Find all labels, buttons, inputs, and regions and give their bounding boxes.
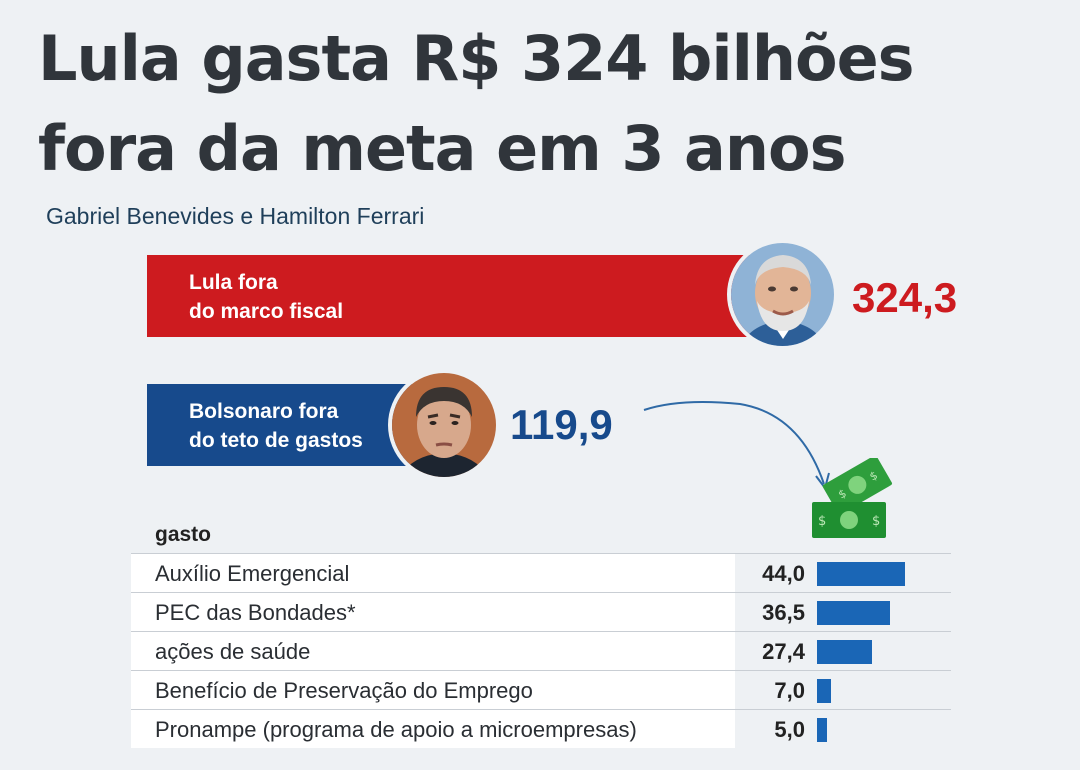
bar-label-lula-line1: Lula fora	[189, 271, 278, 294]
row-name-cell: Auxílio Emergencial	[131, 554, 735, 592]
row-name-cell: Benefício de Preservação do Emprego	[131, 671, 735, 709]
column-header-gasto: gasto	[155, 523, 212, 546]
row-name-cell: ações de saúde	[131, 632, 735, 670]
money-bills-icon: $ $ $ $	[812, 458, 892, 538]
bar-label-bolsonaro-line1: Bolsonaro fora	[189, 400, 339, 423]
row-name-cell: PEC das Bondades*	[131, 593, 735, 631]
row-value-label: 36,5	[762, 600, 805, 625]
bar-label-lula-line2: do marco fiscal	[189, 300, 344, 323]
value-lula: 324,3	[852, 274, 958, 321]
table-header: gasto	[131, 517, 951, 553]
svg-text:$: $	[818, 514, 826, 529]
row-bar	[817, 601, 890, 625]
bar-lula	[147, 255, 787, 337]
row-label: Pronampe (programa de apoio a microempre…	[155, 717, 637, 742]
row-bar	[817, 679, 831, 703]
lula-portrait-icon	[731, 243, 834, 346]
row-bar	[817, 640, 872, 664]
table-row: PEC das Bondades* 36,5	[131, 592, 951, 631]
bolsonaro-portrait-icon	[392, 373, 496, 477]
row-bar	[817, 562, 905, 586]
table-row: Pronampe (programa de apoio a microempre…	[131, 709, 951, 748]
headline: Lula gasta R$ 324 bilhões fora da meta e…	[38, 22, 915, 185]
byline: Gabriel Benevides e Hamilton Ferrari	[46, 203, 425, 229]
row-label: ações de saúde	[155, 639, 311, 664]
svg-text:$: $	[872, 514, 880, 529]
table-row: Auxílio Emergencial 44,0	[131, 553, 951, 592]
value-bolsonaro: 119,9	[510, 401, 613, 448]
row-label: Auxílio Emergencial	[155, 561, 350, 586]
row-label: PEC das Bondades*	[155, 600, 356, 625]
bar-label-lula: Lula fora do marco fiscal	[189, 268, 343, 326]
row-value-label: 27,4	[762, 639, 805, 664]
row-value-label: 7,0	[774, 678, 805, 703]
table-row: ações de saúde 27,4	[131, 631, 951, 670]
row-label: Benefício de Preservação do Emprego	[155, 678, 533, 703]
row-bar	[817, 718, 827, 742]
bar-label-bolsonaro-line2: do teto de gastos	[189, 429, 363, 452]
row-value-label: 44,0	[762, 561, 805, 586]
bar-label-bolsonaro: Bolsonaro fora do teto de gastos	[189, 397, 363, 455]
table-row: Benefício de Preservação do Emprego 7,0	[131, 670, 951, 709]
spending-table: gasto Auxílio Emergencial 44,0 PEC das Bon…	[131, 517, 951, 748]
row-name-cell: Pronampe (programa de apoio a microempre…	[131, 710, 735, 748]
row-value-label: 5,0	[774, 717, 805, 742]
